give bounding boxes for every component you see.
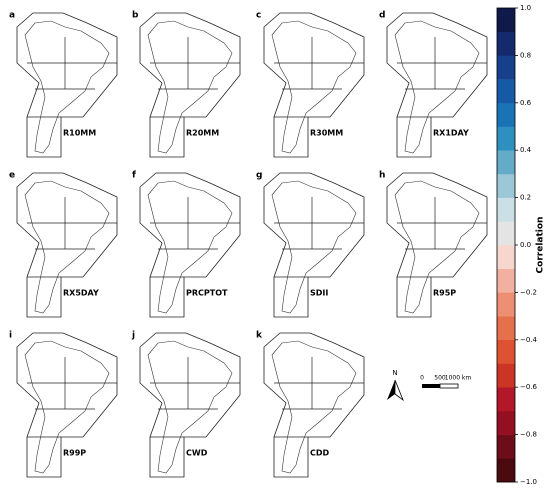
colorbar-segment [497,221,515,246]
colorbar-segment [497,458,515,483]
colorbar-segment [497,173,515,198]
map-panel: b R20MM [132,11,241,158]
colorbar-tick-label: 0.8 [520,51,531,59]
colorbar-segment [497,410,515,435]
continent [147,20,233,154]
colorbar-segment [497,55,515,80]
colorbar-tick-label: 0.6 [520,99,532,107]
continent [271,340,357,474]
panel-letter: k [256,331,263,341]
panel-letter: a [9,11,15,21]
panel-letter: e [9,171,15,181]
colorbar-tick-label: 0.0 [520,241,531,249]
panel-label: R95P [433,289,456,298]
colorbar-segment [497,434,515,459]
colorbar-segment [497,102,515,127]
colorbar-segment [497,79,515,104]
colorbar-segment [497,126,515,151]
colorbar-segment [497,292,515,317]
map-panel: c R30MM [256,11,365,158]
colorbar-tick-label: 0.4 [520,146,532,154]
colorbar-tick-label: −0.2 [520,288,537,296]
scale-label: 500 [434,375,446,382]
continent [271,20,357,154]
colorbar-tick-label: −0.4 [520,336,538,344]
map-panel: k CDD [256,331,365,478]
panel-label: SDII [310,289,328,298]
continent [147,340,233,474]
colorbar-segment [497,339,515,364]
continent [271,180,357,314]
panel-letter: b [132,11,139,21]
continent [394,180,480,314]
colorbar-tick-label: −1.0 [520,478,537,486]
colorbar-segment [497,363,515,388]
panel-letter: h [379,171,385,181]
colorbar-tick-label: 0.2 [520,194,531,202]
colorbar-segment [497,197,515,222]
north-label: N [392,369,397,377]
north-arrow: N [387,369,404,402]
map-panel: e RX5DAY [9,171,118,318]
panel-letter: f [132,171,136,181]
panel-label: RX1DAY [433,129,469,138]
map-panel: j CWD [131,331,241,478]
scale-bar: 0 500 1000 km [420,375,471,389]
map-panel: h R95P [379,171,488,318]
map-panel: f PRCPTOT [132,171,241,318]
panel-label: CWD [186,449,208,458]
panel-label: R99P [63,449,86,458]
panel-letter: j [131,331,135,341]
map-panel: g SDII [256,171,365,318]
continent [394,20,480,154]
map-panel: a R10MM [9,11,118,158]
colorbar-segment [497,316,515,341]
colorbar-segment [497,245,515,269]
panel-label: R20MM [186,129,219,138]
colorbar-segment [497,31,515,56]
continent [24,20,110,154]
continent [24,340,110,474]
scale-label: 0 [420,375,424,382]
colorbar-segment [497,150,515,175]
map-panel: i R99P [9,331,118,478]
colorbar-tick-label: −0.6 [520,383,538,391]
colorbar-segment [497,268,515,293]
panel-label: PRCPTOT [186,289,228,298]
panel-letter: i [9,331,12,341]
colorbar-tick-label: −0.8 [520,431,537,439]
map-panel: d RX1DAY [379,11,488,158]
colorbar-tick-label: 1.0 [520,4,531,12]
panel-label: R30MM [310,129,343,138]
panel-label: CDD [310,449,330,458]
continent [147,180,233,314]
panel-letter: d [379,11,385,21]
colorbar-segment [497,387,515,412]
continent [24,180,110,314]
panel-letter: c [256,11,261,21]
panel-letter: g [256,171,262,181]
colorbar-label: Correlation [536,217,546,274]
colorbar-segment [497,8,515,32]
scale-label: 1000 km [445,375,472,382]
panel-label: RX5DAY [63,289,99,298]
panel-label: R10MM [63,129,96,138]
